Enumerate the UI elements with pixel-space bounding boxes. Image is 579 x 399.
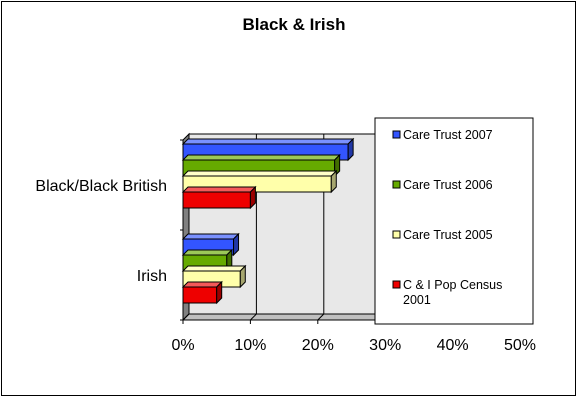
bar-top (181, 186, 257, 193)
x-tick-label: 20% (302, 337, 334, 354)
x-tick-label: 50% (504, 337, 536, 354)
legend-swatch (392, 230, 401, 239)
legend: Care Trust 2007 Care Trust 2006 Care Trust… (374, 117, 534, 325)
bar-top (181, 154, 341, 161)
x-tick-label: 30% (369, 337, 401, 354)
category-label: Irish (137, 268, 167, 285)
bar-side (249, 185, 256, 210)
bar-top (181, 281, 223, 288)
bar (182, 191, 251, 209)
gridline-floor (317, 313, 325, 321)
legend-label: Care Trust 2005 (403, 228, 493, 242)
bar-side (216, 280, 223, 305)
bar-top (181, 170, 338, 177)
legend-label: Care Trust 2006 (403, 178, 493, 192)
x-tick-label: 10% (234, 337, 266, 354)
legend-swatch (392, 180, 401, 189)
bar-top (181, 249, 234, 256)
bar-top (181, 233, 240, 240)
x-tick-label: 0% (171, 337, 194, 354)
x-tick-label: 40% (437, 337, 469, 354)
legend-swatch (392, 280, 401, 289)
category-label: Black/Black British (35, 178, 167, 195)
gridline-floor (182, 313, 190, 321)
bar-top (181, 138, 355, 145)
legend-swatch (392, 130, 401, 139)
bar-side (233, 232, 240, 257)
legend-label: C & I Pop Census 2001 (403, 278, 502, 307)
bar-side (347, 137, 354, 162)
legend-label: Care Trust 2007 (403, 128, 493, 142)
bar-side (239, 264, 246, 289)
bar-top (181, 265, 247, 272)
bar-side (330, 169, 337, 194)
chart-title: Black & Irish (243, 15, 346, 34)
gridline-floor (250, 313, 257, 321)
legend-box (374, 117, 534, 325)
bar (182, 286, 218, 304)
